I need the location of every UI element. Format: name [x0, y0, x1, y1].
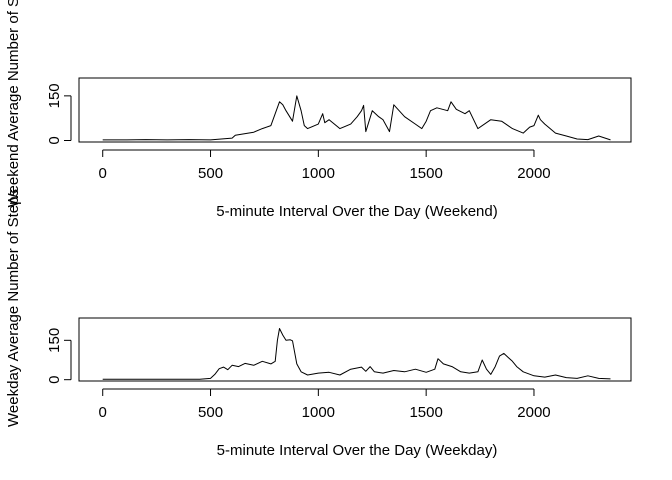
x-axis-label: 5-minute Interval Over the Day (Weekday) — [217, 442, 498, 459]
x-tick-label: 1000 — [302, 404, 335, 421]
y-axis-label: Weekday Average Number of Steps — [5, 189, 22, 427]
x-tick-label: 500 — [198, 404, 223, 421]
x-tick-label: 2000 — [517, 404, 550, 421]
x-axis-label: 5-minute Interval Over the Day (Weekend) — [216, 203, 498, 220]
chart-panel-weekend: 0 500 1000 1500 2000 0 150 5-minute Interval Ov… — [5, 0, 632, 220]
x-tick-label: 500 — [198, 165, 223, 182]
x-tick-label: 1500 — [409, 404, 442, 421]
y-tick-label: 0 — [46, 136, 63, 144]
y-tick-label: 150 — [46, 83, 63, 108]
plot-frame — [78, 77, 632, 143]
series-line-0 — [102, 95, 611, 141]
y-axis-label: Weekend Average Number of Steps — [5, 0, 22, 207]
x-tick-label: 1500 — [409, 165, 442, 182]
series-line-0 — [102, 328, 611, 380]
y-tick-label: 150 — [46, 328, 63, 353]
chart-panel-weekday: 0 500 1000 1500 2000 0 150 5-minute Interval Ov… — [5, 189, 632, 459]
y-tick-label: 0 — [46, 376, 63, 384]
x-tick-label: 2000 — [517, 165, 550, 182]
x-tick-label: 0 — [99, 165, 107, 182]
plot-frame — [78, 317, 632, 382]
x-tick-label: 1000 — [302, 165, 335, 182]
x-tick-label: 0 — [99, 404, 107, 421]
